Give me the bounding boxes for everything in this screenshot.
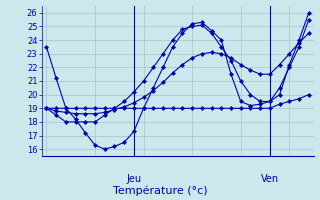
Text: Ven: Ven <box>261 174 279 184</box>
Text: Jeu: Jeu <box>126 174 141 184</box>
Text: Température (°c): Température (°c) <box>113 186 207 196</box>
